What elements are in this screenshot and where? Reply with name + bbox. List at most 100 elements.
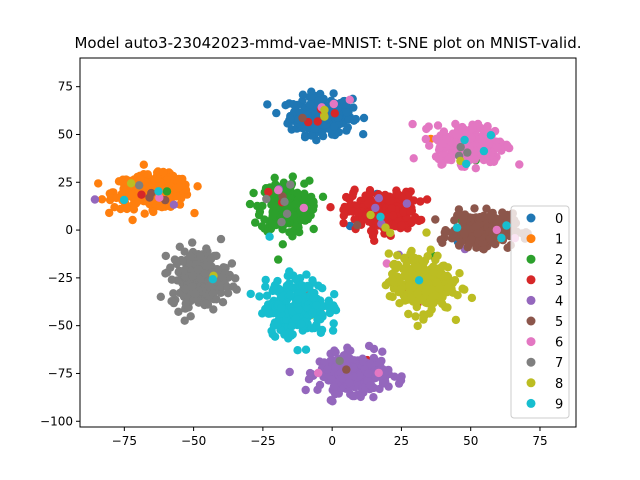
- point: [342, 108, 351, 117]
- point: [298, 281, 307, 290]
- legend-marker: [526, 213, 536, 223]
- point: [330, 122, 339, 131]
- point: [293, 295, 303, 304]
- point: [116, 204, 125, 214]
- point: [463, 148, 472, 157]
- legend-label: 8: [555, 377, 563, 392]
- point: [270, 208, 279, 218]
- point: [249, 188, 258, 198]
- point: [254, 210, 264, 220]
- point: [270, 332, 280, 341]
- point: [156, 292, 165, 301]
- x-tick-label: −25: [250, 434, 275, 448]
- point: [350, 185, 359, 194]
- point: [369, 353, 378, 363]
- point: [369, 393, 378, 402]
- y-tick-label: 25: [58, 175, 73, 189]
- point: [97, 195, 107, 204]
- point: [291, 274, 300, 284]
- point: [181, 284, 190, 294]
- point: [90, 195, 100, 204]
- point: [112, 193, 121, 203]
- point: [396, 285, 405, 294]
- point: [301, 385, 310, 395]
- point: [479, 245, 488, 254]
- point: [498, 208, 507, 217]
- point: [422, 228, 431, 237]
- y-tick-label: 0: [65, 223, 73, 237]
- point: [262, 194, 271, 204]
- legend-marker: [526, 275, 536, 285]
- x-tick-label: −75: [112, 434, 137, 448]
- point: [387, 275, 396, 284]
- point: [167, 297, 176, 306]
- point: [451, 315, 461, 325]
- point: [366, 210, 375, 220]
- point: [374, 368, 383, 378]
- point: [472, 147, 481, 156]
- point: [276, 293, 286, 302]
- point: [299, 196, 309, 205]
- point: [329, 319, 338, 328]
- point: [139, 160, 148, 169]
- point: [155, 202, 165, 211]
- y-tick-label: 75: [58, 80, 73, 94]
- point: [359, 113, 369, 123]
- point: [218, 298, 228, 307]
- point: [300, 189, 309, 198]
- point: [419, 310, 428, 319]
- point: [105, 208, 114, 218]
- point: [368, 231, 378, 240]
- point: [181, 299, 190, 308]
- point: [162, 187, 172, 196]
- point: [414, 276, 424, 285]
- point: [363, 369, 373, 378]
- point: [409, 196, 418, 205]
- point: [374, 194, 383, 203]
- point: [339, 211, 348, 220]
- point: [473, 229, 482, 238]
- point: [450, 216, 459, 225]
- y-tick-label: −75: [48, 366, 73, 380]
- point: [328, 326, 338, 335]
- point: [460, 229, 469, 238]
- point: [298, 113, 307, 123]
- x-tick-label: 25: [394, 434, 409, 448]
- point: [400, 254, 409, 263]
- point: [190, 208, 199, 218]
- point: [154, 187, 163, 196]
- point: [423, 252, 432, 261]
- point: [425, 141, 434, 150]
- point: [287, 322, 297, 331]
- point: [390, 259, 399, 269]
- point: [286, 180, 295, 189]
- point: [452, 223, 462, 232]
- point: [339, 218, 348, 228]
- point: [329, 89, 338, 98]
- point: [320, 112, 329, 121]
- point: [331, 389, 340, 399]
- point: [382, 259, 391, 268]
- point: [450, 276, 460, 285]
- point: [286, 114, 295, 124]
- point: [421, 266, 430, 275]
- point: [194, 265, 203, 274]
- point: [342, 365, 351, 374]
- point: [305, 100, 315, 109]
- point: [406, 294, 416, 303]
- point: [231, 274, 240, 283]
- point: [503, 243, 512, 252]
- point: [503, 141, 512, 151]
- point: [288, 330, 297, 339]
- point: [443, 155, 453, 164]
- point: [407, 217, 417, 227]
- point: [471, 164, 480, 173]
- point: [282, 209, 292, 218]
- point: [201, 299, 211, 309]
- point: [229, 282, 238, 291]
- point: [246, 289, 255, 299]
- point: [289, 211, 298, 220]
- point: [264, 187, 273, 197]
- point: [378, 347, 387, 356]
